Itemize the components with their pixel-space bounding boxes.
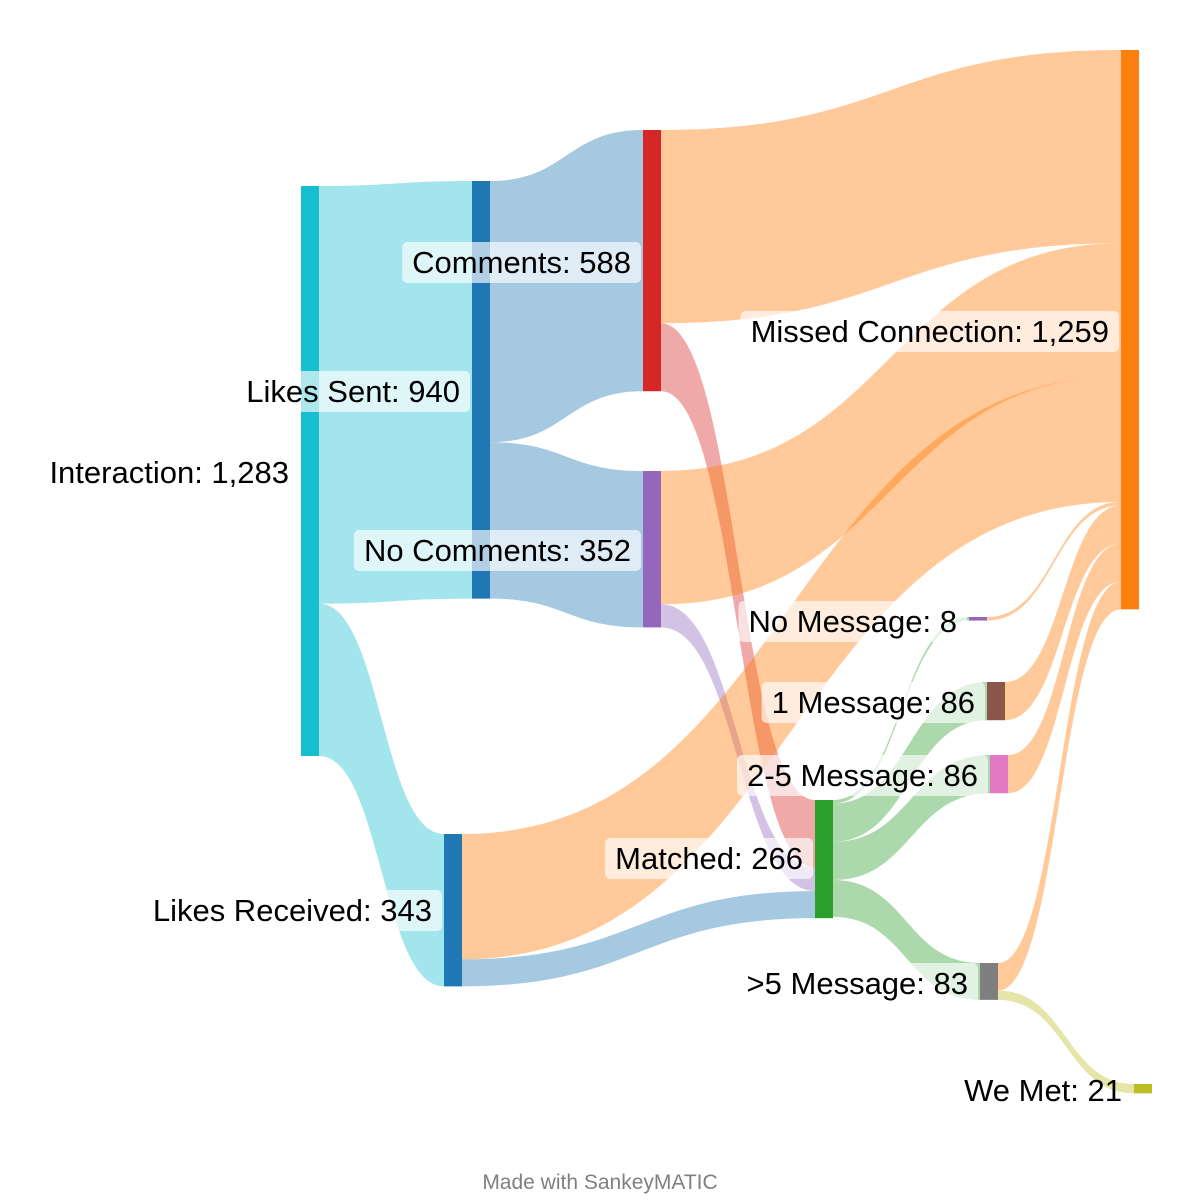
node-label-background: [736, 963, 978, 1004]
node-bar-missed: [1121, 50, 1139, 610]
node-label-one-message: 1 Message: 86: [772, 685, 975, 720]
node-label-gt5-message: >5 Message: 83: [747, 966, 968, 1001]
node-label-interaction: Interaction: 1,283: [49, 455, 289, 490]
node-label-likes-received: Likes Received: 343: [153, 893, 432, 928]
node-bar-two-five-message: [990, 755, 1008, 794]
node-label-background: [738, 601, 967, 642]
node-label-background: [761, 682, 985, 723]
label-layer: Interaction: 1,283 Likes Sent: 940 Likes R…: [49, 242, 1122, 1108]
node-bar-comments: [643, 130, 661, 392]
sankeymatic-credit: Made with SankeyMATIC: [482, 1171, 717, 1194]
node-label-background: [402, 242, 641, 283]
flow-gt5-message-to-we-met: [998, 990, 1134, 1094]
node-label-no-message: No Message: 8: [749, 604, 958, 639]
node-bar-no-comments: [643, 471, 661, 628]
node-label-comments: Comments: 588: [412, 245, 631, 280]
node-label-background: [353, 530, 641, 571]
node-bar-likes-sent: [472, 181, 490, 599]
node-bar-no-message: [969, 617, 987, 621]
node-label-likes-sent: Likes Sent: 940: [246, 374, 460, 409]
node-label-background: [236, 371, 470, 412]
flow-two-five-message-to-missed: [1008, 543, 1121, 794]
node-bar-matched: [815, 800, 833, 919]
node-bar-interaction: [301, 186, 319, 756]
node-bar-one-message: [987, 682, 1005, 721]
flow-one-message-to-missed: [1005, 505, 1121, 721]
node-label-background: [737, 755, 988, 796]
node-label-two-five-message: 2-5 Message: 86: [747, 758, 978, 793]
node-bar-gt5-message: [980, 963, 998, 1000]
flow-layer: [319, 50, 1134, 1094]
flow-no-comments-to-matched: [661, 604, 815, 892]
node-label-matched: Matched: 266: [615, 841, 803, 876]
node-label-missed: Missed Connection: 1,259: [751, 314, 1109, 349]
node-label-background: [740, 311, 1119, 352]
node-label-background: [142, 890, 442, 931]
flow-likes-sent-to-comments: [490, 130, 643, 443]
node-layer: [301, 50, 1152, 1094]
flow-likes-received-to-missed: [462, 376, 1121, 960]
flow-comments-to-missed: [661, 50, 1121, 324]
node-bar-likes-received: [444, 834, 462, 987]
node-label-background: [605, 838, 813, 879]
flow-likes-received-to-matched: [462, 891, 815, 987]
flow-gt5-message-to-missed: [998, 581, 1121, 991]
flow-no-message-to-missed: [987, 501, 1121, 621]
node-label-we-met: We Met: 21: [964, 1073, 1122, 1108]
flow-comments-to-matched: [661, 323, 815, 868]
node-label-no-comments: No Comments: 352: [364, 533, 631, 568]
node-bar-we-met: [1134, 1084, 1152, 1094]
